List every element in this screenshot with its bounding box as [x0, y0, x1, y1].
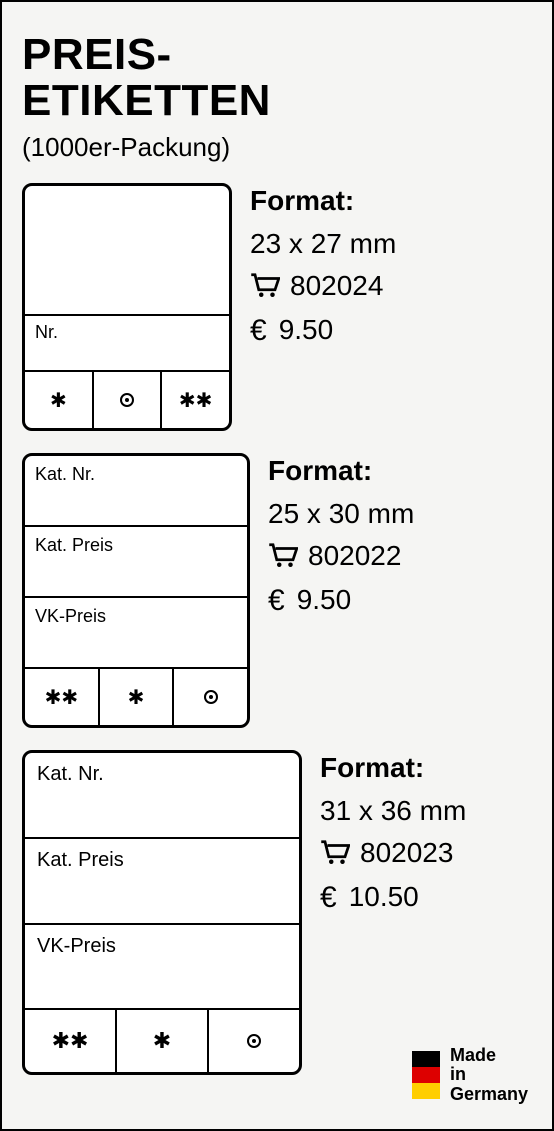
cart-icon	[320, 840, 350, 866]
diagram-text-row: Kat. Preis	[25, 527, 247, 598]
price-row: € 9.50	[250, 311, 396, 350]
diagram-nr-row: Nr.	[25, 316, 229, 372]
page-title: PREIS- ETIKETTEN	[22, 32, 532, 124]
price-value: 9.50	[297, 582, 352, 618]
made-in-text: Made in Germany	[450, 1046, 528, 1105]
title-line-2: ETIKETTEN	[22, 76, 271, 125]
product-info-1: Format: 23 x 27 mm 802024 € 9.50	[250, 183, 396, 349]
label-diagram-1: Nr. ✱ ✱✱	[22, 183, 232, 431]
product-info-3: Format: 31 x 36 mm 802023 € 10.50	[320, 750, 466, 916]
diagram-blank-area	[25, 186, 229, 316]
diagram-text-row: Kat. Nr.	[25, 456, 247, 527]
sku-row: 802022	[268, 538, 414, 574]
cart-icon	[268, 543, 298, 569]
product-row-1: Nr. ✱ ✱✱ Format: 23 x 27 mm 802024 € 9.5…	[22, 183, 532, 431]
format-label: Format:	[320, 750, 466, 786]
format-label: Format:	[250, 183, 396, 219]
label-diagram-2: Kat. Nr. Kat. Preis VK-Preis ✱✱ ✱	[22, 453, 250, 728]
made-in-germany: Made in Germany	[412, 1046, 528, 1105]
sku-row: 802023	[320, 835, 466, 871]
circle-dot-icon	[120, 393, 134, 407]
product-row-3: Kat. Nr. Kat. Preis VK-Preis ✱✱ ✱ Format…	[22, 750, 532, 1075]
product-row-2: Kat. Nr. Kat. Preis VK-Preis ✱✱ ✱ Format…	[22, 453, 532, 728]
currency: €	[320, 878, 337, 917]
cart-icon	[250, 273, 280, 299]
sku-row: 802024	[250, 268, 396, 304]
price-value: 9.50	[279, 312, 334, 348]
currency: €	[268, 581, 285, 620]
dimensions: 31 x 36 mm	[320, 793, 466, 829]
circle-dot-icon	[204, 690, 218, 704]
price-row: € 9.50	[268, 581, 414, 620]
sku: 802024	[290, 268, 383, 304]
diagram-symbol-row: ✱ ✱✱	[25, 372, 229, 428]
symbol-cell: ✱✱	[25, 669, 100, 725]
dimensions: 25 x 30 mm	[268, 496, 414, 532]
flag-stripe-black	[412, 1051, 440, 1067]
label-diagram-3: Kat. Nr. Kat. Preis VK-Preis ✱✱ ✱	[22, 750, 302, 1075]
sku: 802023	[360, 835, 453, 871]
title-line-1: PREIS-	[22, 30, 172, 79]
diagram-text-row: Kat. Nr.	[25, 753, 299, 839]
format-label: Format:	[268, 453, 414, 489]
circle-dot-icon	[247, 1034, 261, 1048]
diagram-symbol-row: ✱✱ ✱	[25, 1010, 299, 1072]
diagram-text-row: VK-Preis	[25, 598, 247, 669]
flag-stripe-gold	[412, 1083, 440, 1099]
sku: 802022	[308, 538, 401, 574]
price-value: 10.50	[349, 879, 419, 915]
diagram-text-row: VK-Preis	[25, 925, 299, 1011]
symbol-cell: ✱	[100, 669, 175, 725]
currency: €	[250, 311, 267, 350]
germany-flag-icon	[412, 1051, 440, 1099]
price-row: € 10.50	[320, 878, 466, 917]
symbol-cell: ✱	[117, 1010, 209, 1072]
dimensions: 23 x 27 mm	[250, 226, 396, 262]
flag-stripe-red	[412, 1067, 440, 1083]
diagram-text-row: Kat. Preis	[25, 839, 299, 925]
symbol-cell	[209, 1010, 299, 1072]
symbol-cell	[94, 372, 163, 428]
symbol-cell: ✱✱	[25, 1010, 117, 1072]
symbol-cell: ✱✱	[162, 372, 229, 428]
diagram-symbol-row: ✱✱ ✱	[25, 669, 247, 725]
symbol-cell	[174, 669, 247, 725]
symbol-cell: ✱	[25, 372, 94, 428]
product-info-2: Format: 25 x 30 mm 802022 € 9.50	[268, 453, 414, 619]
subtitle: (1000er-Packung)	[22, 132, 532, 163]
